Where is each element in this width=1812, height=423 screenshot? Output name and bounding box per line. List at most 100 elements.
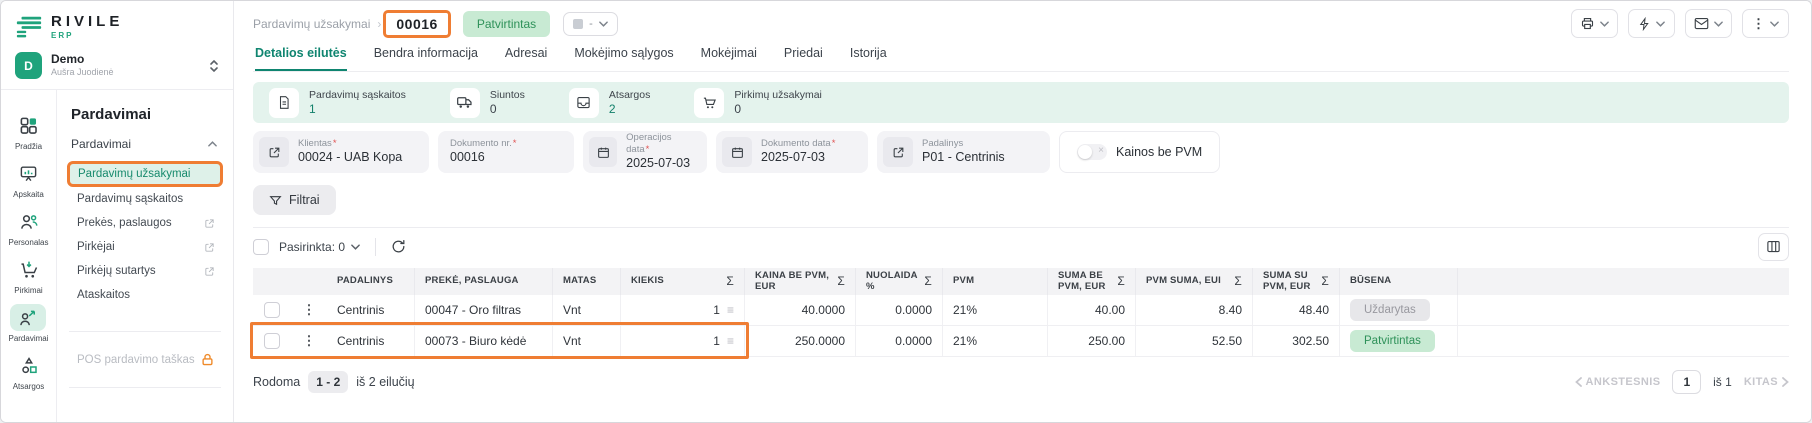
cell-preke: 00073 - Biuro kėdė xyxy=(415,326,553,356)
prev-page-button[interactable]: ANKSTESNIS xyxy=(1574,376,1661,388)
column-settings-button[interactable] xyxy=(1758,232,1789,261)
inbox-icon xyxy=(568,87,599,118)
chevron-down-icon xyxy=(1770,20,1779,27)
external-link-icon[interactable] xyxy=(259,137,289,167)
col-preke-paslauga[interactable]: PREKĖ, PASLAUGA xyxy=(415,268,553,295)
sidebar-item-pirkejai[interactable]: Pirkėjai xyxy=(67,235,223,259)
chevron-updown-icon[interactable] xyxy=(209,59,219,73)
toggle-off-icon[interactable]: × xyxy=(1077,144,1107,160)
main-content: Pardavimų užsakymai › 00016 Patvirtintas… xyxy=(234,1,1811,422)
col-matas[interactable]: MATAS xyxy=(553,268,621,295)
selected-count[interactable]: Pasirinkta: 0 xyxy=(279,239,346,254)
col-padalinys[interactable]: PADALINYS xyxy=(327,268,415,295)
stat-pardavimu-saskaitos[interactable]: Pardavimų sąskaitos 1 xyxy=(269,87,406,118)
print-button[interactable] xyxy=(1571,9,1618,38)
select-all-checkbox[interactable] xyxy=(253,238,269,255)
col-busena[interactable]: BŪSENA xyxy=(1340,268,1458,295)
header-checkbox-cell xyxy=(253,268,291,295)
user-switcher[interactable]: D Demo Aušra Juodienė xyxy=(15,52,219,79)
row-kebab-icon[interactable]: ⋮ xyxy=(302,302,316,317)
col-suma-be-pvm[interactable]: SUMA BE PVM, EUR Σ xyxy=(1048,268,1136,295)
dokumento-data-field[interactable]: Dokumento data* 2025-07-03 xyxy=(716,131,868,173)
rail-item-atsargos[interactable]: Atsargos xyxy=(11,352,47,391)
sidebar-item-pardavimu-saskaitos[interactable]: Pardavimų sąskaitos xyxy=(77,193,184,205)
submenu-section-pardavimai[interactable]: Pardavimai xyxy=(67,137,223,151)
header-kebab-cell xyxy=(291,268,327,295)
printer-icon xyxy=(1580,16,1595,31)
more-options-button[interactable]: ⋮ xyxy=(1742,9,1789,38)
rail-item-pradzia[interactable]: Pradžia xyxy=(11,112,47,151)
sidebar-item-prekes-paslaugos[interactable]: Prekės, paslaugos xyxy=(67,211,223,235)
sidebar-item-pos-locked[interactable]: POS pardavimo taškas xyxy=(67,344,223,375)
showing-label: Rodoma xyxy=(253,375,301,389)
color-select[interactable]: - xyxy=(563,11,618,36)
external-link-icon xyxy=(204,218,215,229)
actions-button[interactable] xyxy=(1628,9,1675,38)
col-pvm-suma[interactable]: PVM SUMA, EUI Σ xyxy=(1136,268,1253,295)
submenu-title: Pardavimai xyxy=(71,106,152,123)
rail-item-personalas[interactable]: Personalas xyxy=(8,208,49,247)
tab-detalios-eilutes[interactable]: Detalios eilutės xyxy=(255,46,347,71)
filters-button[interactable]: Filtrai xyxy=(253,185,336,215)
chevron-down-icon xyxy=(1714,20,1723,27)
sigma-icon[interactable]: Σ xyxy=(1234,273,1242,288)
col-nuolaida[interactable]: NUOLAIDA % Σ xyxy=(856,268,943,295)
operacijos-data-field[interactable]: Operacijos data* 2025-07-03 xyxy=(583,131,707,173)
sigma-icon[interactable]: Σ xyxy=(837,273,845,288)
row-checkbox[interactable] xyxy=(264,302,280,318)
row-total: iš 2 eilučių xyxy=(356,375,415,389)
tab-bendra-informacija[interactable]: Bendra informacija xyxy=(373,46,478,60)
sigma-icon[interactable]: Σ xyxy=(1117,273,1125,288)
sidebar-item-pardavimu-uzsakymai[interactable]: Pardavimų užsakymai xyxy=(67,161,223,187)
tab-mokejimai[interactable]: Mokėjimai xyxy=(700,46,757,60)
current-page[interactable]: 1 xyxy=(1672,370,1702,394)
stat-siuntos[interactable]: Siuntos 0 xyxy=(449,87,525,118)
table-row[interactable]: ⋮ Centrinis 00047 - Oro filtras Vnt 1 ≡ … xyxy=(253,295,1789,326)
refresh-button[interactable] xyxy=(391,239,406,254)
col-pvm[interactable]: PVM xyxy=(943,268,1048,295)
user-subtitle: Aušra Juodienė xyxy=(51,67,114,78)
tab-adresai[interactable]: Adresai xyxy=(504,46,548,60)
row-range: 1 - 2 xyxy=(308,371,349,393)
row-kebab-icon[interactable]: ⋮ xyxy=(302,333,316,348)
external-link-icon xyxy=(204,242,215,253)
sidebar-item-pirkeju-sutartys[interactable]: Pirkėjų sutartys xyxy=(67,259,223,283)
chevron-down-icon xyxy=(599,20,608,27)
sigma-icon[interactable]: Σ xyxy=(924,273,932,288)
envelope-icon xyxy=(1694,17,1709,30)
sidebar-item-ataskaitos[interactable]: Ataskaitos xyxy=(77,289,131,301)
tab-mokejimo-salygos[interactable]: Mokėjimo sąlygos xyxy=(574,46,674,60)
external-link-icon[interactable] xyxy=(883,137,913,167)
drag-handle-icon[interactable]: ≡ xyxy=(726,334,734,348)
sidebar: RIVILE ERP D Demo Aušra Juodienė xyxy=(1,1,234,422)
row-checkbox[interactable] xyxy=(264,333,280,349)
tab-priedai[interactable]: Priedai xyxy=(783,46,823,60)
next-page-button[interactable]: KITAS xyxy=(1744,376,1789,388)
padalinys-field[interactable]: Padalinys P01 - Centrinis xyxy=(877,131,1050,173)
calendar-icon xyxy=(589,137,618,167)
rail-item-pirkimai[interactable]: Pirkimai xyxy=(11,256,47,295)
stat-atsargos[interactable]: Atsargos 2 xyxy=(568,87,650,118)
dokumento-nr-field[interactable]: Dokumento nr.* 00016 xyxy=(438,131,574,173)
table-row[interactable]: ⋮ Centrinis 00073 - Biuro kėdė Vnt 1 ≡ 2… xyxy=(253,326,1789,357)
klientas-field[interactable]: Klientas* 00024 - UAB Kopa xyxy=(253,131,429,173)
cell-kaina: 250.0000 xyxy=(745,326,856,356)
breadcrumb[interactable]: Pardavimų užsakymai xyxy=(253,16,371,31)
col-kiekis[interactable]: KIEKIS Σ xyxy=(621,268,745,295)
stat-pirkimu-uzsakymai[interactable]: Pirkimų užsakymai 0 xyxy=(694,87,822,118)
divider xyxy=(253,227,1789,228)
col-suma-su-pvm[interactable]: SUMA SU PVM, EUR Σ xyxy=(1253,268,1340,295)
chevron-down-icon[interactable] xyxy=(351,243,360,250)
chevron-up-icon xyxy=(208,141,217,147)
header-filler-cell xyxy=(1458,268,1789,295)
drag-handle-icon[interactable]: ≡ xyxy=(726,303,734,317)
cart-small-icon xyxy=(694,87,725,118)
kainos-be-pvm-toggle[interactable]: × Kainos be PVM xyxy=(1059,131,1221,173)
sigma-icon[interactable]: Σ xyxy=(726,273,734,288)
sigma-icon[interactable]: Σ xyxy=(1321,273,1329,288)
rail-item-pardavimai[interactable]: Pardavimai xyxy=(8,304,49,343)
rail-item-apskaita[interactable]: Apskaita xyxy=(11,160,47,199)
tab-istorija[interactable]: Istorija xyxy=(849,46,887,60)
email-button[interactable] xyxy=(1685,9,1732,38)
col-kaina-be-pvm[interactable]: KAINA BE PVM, EUR Σ xyxy=(745,268,856,295)
